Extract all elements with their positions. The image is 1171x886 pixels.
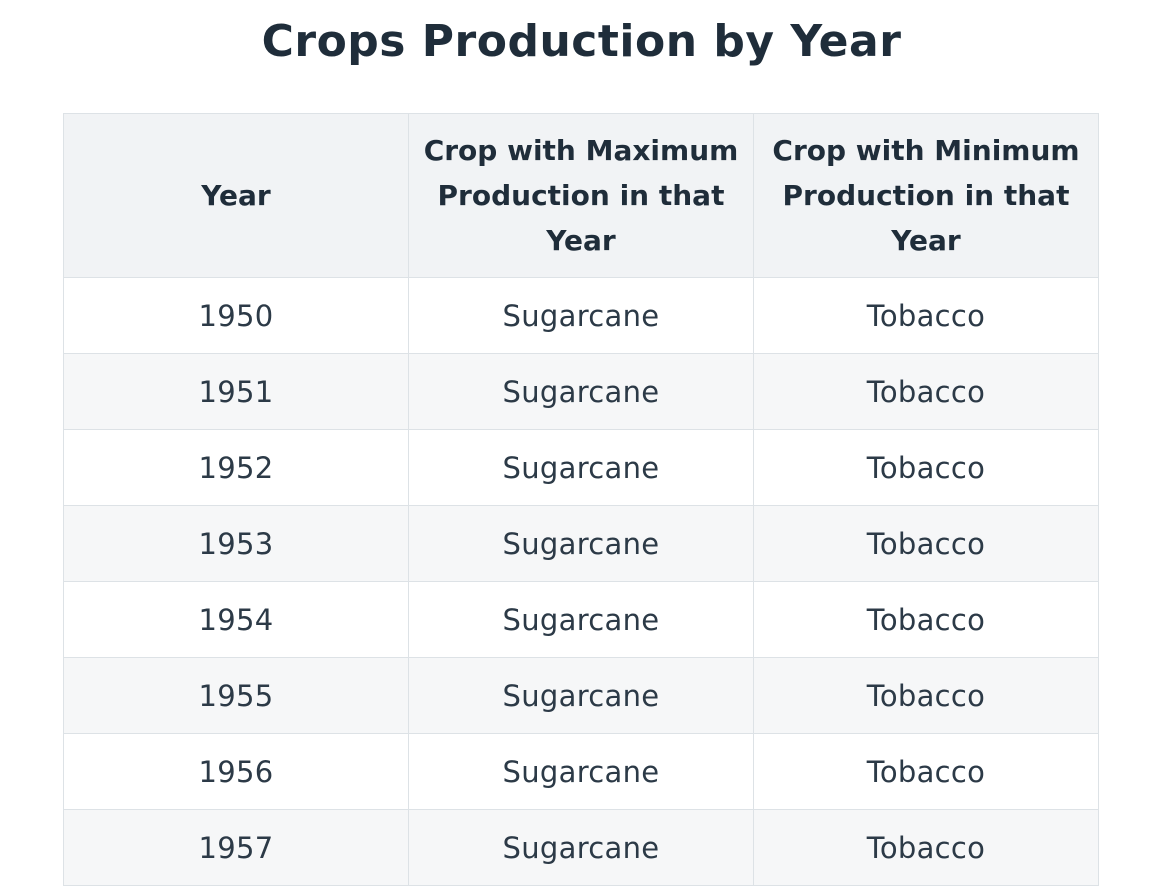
table-body: 1950 Sugarcane Tobacco 1951 Sugarcane To…: [63, 277, 1099, 886]
year-cell: 1954: [63, 581, 409, 658]
table-row: 1953 Sugarcane Tobacco: [63, 505, 1099, 582]
year-cell: 1951: [63, 353, 409, 430]
min-crop-cell: Tobacco: [753, 505, 1099, 582]
table-header: Year Crop with Maximum Production in tha…: [63, 113, 1099, 278]
crops-table: Year Crop with Maximum Production in tha…: [63, 113, 1099, 886]
min-crop-cell: Tobacco: [753, 657, 1099, 734]
column-header-max-crop: Crop with Maximum Production in that Yea…: [408, 113, 754, 278]
table-row: 1956 Sugarcane Tobacco: [63, 733, 1099, 810]
page-title: Crops Production by Year: [261, 16, 902, 67]
min-crop-cell: Tobacco: [753, 809, 1099, 886]
table-row: 1951 Sugarcane Tobacco: [63, 353, 1099, 430]
min-crop-cell: Tobacco: [753, 429, 1099, 506]
table-row: 1954 Sugarcane Tobacco: [63, 581, 1099, 658]
table-row: 1950 Sugarcane Tobacco: [63, 277, 1099, 354]
max-crop-cell: Sugarcane: [408, 657, 754, 734]
table-row: 1957 Sugarcane Tobacco: [63, 809, 1099, 886]
year-cell: 1952: [63, 429, 409, 506]
max-crop-cell: Sugarcane: [408, 429, 754, 506]
year-cell: 1953: [63, 505, 409, 582]
max-crop-cell: Sugarcane: [408, 733, 754, 810]
max-crop-cell: Sugarcane: [408, 505, 754, 582]
max-crop-cell: Sugarcane: [408, 353, 754, 430]
max-crop-cell: Sugarcane: [408, 277, 754, 354]
year-cell: 1956: [63, 733, 409, 810]
min-crop-cell: Tobacco: [753, 353, 1099, 430]
column-header-year: Year: [63, 113, 409, 278]
column-header-min-crop: Crop with Minimum Production in that Yea…: [753, 113, 1099, 278]
year-cell: 1955: [63, 657, 409, 734]
year-cell: 1950: [63, 277, 409, 354]
min-crop-cell: Tobacco: [753, 733, 1099, 810]
min-crop-cell: Tobacco: [753, 277, 1099, 354]
header-row: Year Crop with Maximum Production in tha…: [63, 113, 1099, 278]
table-row: 1952 Sugarcane Tobacco: [63, 429, 1099, 506]
max-crop-cell: Sugarcane: [408, 581, 754, 658]
min-crop-cell: Tobacco: [753, 581, 1099, 658]
year-cell: 1957: [63, 809, 409, 886]
crops-table-container: Year Crop with Maximum Production in tha…: [63, 113, 1099, 886]
table-row: 1955 Sugarcane Tobacco: [63, 657, 1099, 734]
max-crop-cell: Sugarcane: [408, 809, 754, 886]
